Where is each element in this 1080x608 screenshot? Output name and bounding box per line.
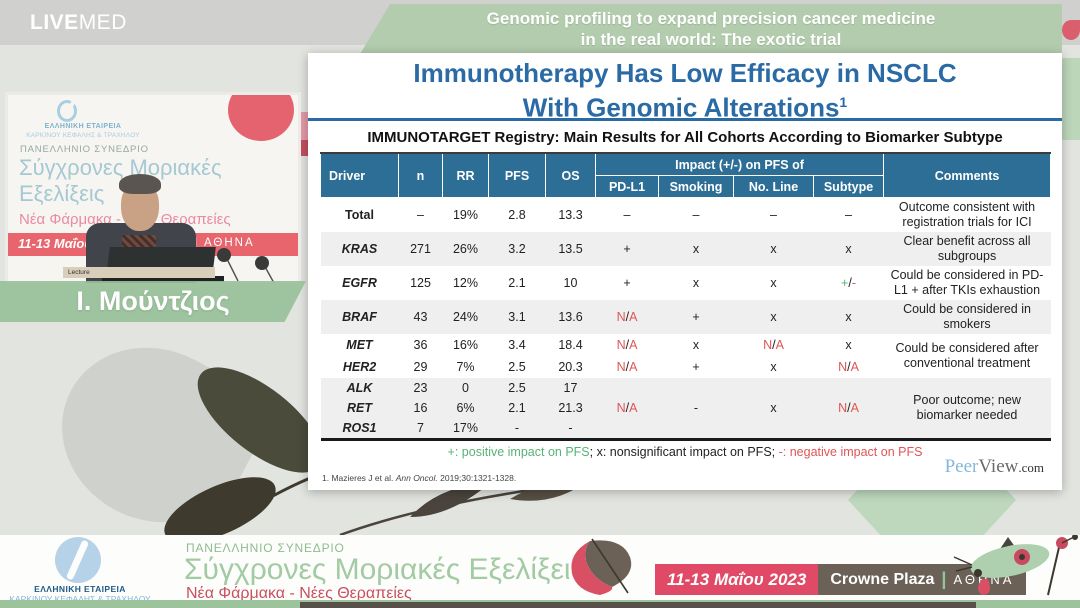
peerview-logo-peer: Peer (944, 456, 979, 477)
col-header-impact-group: Impact (+/-) on PFS of (594, 152, 885, 176)
conference-footer: ΕΛΛΗΝΙΚΗ ΕΤΑΙΡΕΙΑ ΚΑΡΚΙΝΟΥ ΚΕΦΑΛΗΣ & ΤΡΑ… (0, 535, 1080, 604)
col-header-smoking: Smoking (658, 175, 734, 198)
session-title-line2: in the real world: The exotic trial (580, 30, 842, 49)
table-row: EGFR 125 12% 2.1 10 + x x +/- Could be considered… (320, 266, 1051, 300)
footer-congress-label: ΠΑΝΕΛΛΗΝΙΟ ΣΥΝΕΔΡΙΟ (186, 541, 345, 555)
footer-org-name: ΕΛΛΗΝΙΚΗ ΕΤΑΙΡΕΙΑ (34, 584, 126, 594)
peerview-logo: PeerView.com (945, 456, 1044, 478)
speaker-name: Ι. Μούντζιος (76, 286, 230, 316)
footnote-prefix: 1. Mazieres J et al. (322, 473, 396, 483)
col-header-pdl1: PD-L1 (595, 175, 659, 198)
footer-date-badge: 11-13 Μαΐου 2023 (655, 564, 819, 595)
podium-sign-label: Lecture (68, 269, 90, 276)
backdrop-org-name: ΕΛΛΗΝΙΚΗ ΕΤΑΙΡΕΙΑ (44, 123, 122, 130)
livemed-logo-live: LIVE (30, 11, 79, 34)
footer-divider: | (941, 569, 947, 589)
society-logo (55, 537, 101, 583)
col-header-os: OS (545, 152, 596, 198)
podium-sign: Lecture (63, 267, 215, 278)
livemed-logo: LIVEMED (30, 11, 127, 35)
table-row: Total –19% 2.8 13.3– – – – Outcome consistent w… (320, 197, 1051, 232)
impact-legend: +: positive impact on PFS; x: nonsignifi… (308, 445, 1062, 459)
session-title-banner: Genomic profiling to expand precision ca… (360, 4, 1062, 54)
col-header-pfs: PFS (488, 152, 546, 198)
slide-title: Immunotherapy Has Low Efficacy in NSCLC … (308, 59, 1062, 123)
footnote-journal: Ann Oncol. (395, 473, 438, 483)
col-header-rr: RR (442, 152, 489, 198)
table-row: ALK 23 0 2.5 17 Poor outcome; new biomarker n… (320, 378, 1051, 440)
peerview-logo-view: View (978, 456, 1019, 477)
backdrop-congress-label: ΠΑΝΕΛΛΗΝΙΟ ΣΥΝΕΔΡΙΟ (20, 144, 149, 155)
backdrop-org-subname: ΚΑΡΚΙΝΟΥ ΚΕΦΑΛΗΣ & ΤΡΑΧΗΛΟΥ (26, 132, 140, 139)
table-row: KRAS 271 26% 3.2 13.5 + x x x Clear benefit acros… (320, 232, 1051, 266)
footer-date-venue-badges: 11-13 Μαΐου 2023 Crowne Plaza | ΑΘΗΝΑ (655, 564, 1027, 595)
backdrop-city: ΑΘΗΝΑ (204, 237, 255, 249)
col-header-driver: Driver (320, 152, 399, 198)
footer-congress-subtitle: Νέα Φάρμακα - Νέες Θεραπείες (186, 585, 412, 602)
footer-congress-title: Σύγχρονες Μοριακές Εξελίξεις (184, 553, 585, 586)
table-row: RET 16 6% 2.1 21.3 N/A - x N/A (320, 398, 1051, 418)
slide-title-superscript: 1 (839, 94, 848, 110)
legend-part: ; x: nonsignificant impact on PFS; (589, 445, 779, 459)
table-row: BRAF 43 24% 3.1 13.6 N/A + x x Could be considere… (320, 300, 1051, 334)
livemed-logo-med: MED (78, 11, 127, 34)
table-title: IMMUNOTARGET Registry: Main Results for … (367, 129, 1003, 146)
col-header-n: n (398, 152, 443, 198)
footer-venue: Crowne Plaza (830, 570, 935, 588)
berry-decoration (1062, 20, 1080, 40)
peerview-logo-com: .com (1018, 460, 1044, 475)
bottom-dark-strip (300, 602, 976, 608)
table-row: HER2 29 7% 2.5 20.3 N/A + x N/A (320, 356, 1051, 378)
col-header-comments: Comments (883, 152, 1052, 198)
slide-footnote: 1. Mazieres J et al. Ann Oncol. 2019;30:… (322, 473, 516, 483)
session-title-line1: Genomic profiling to expand precision ca… (486, 9, 936, 28)
footer-org-subname: ΚΑΡΚΙΝΟΥ ΚΕΦΑΛΗΣ & ΤΡΑΧΗΛΟΥ (9, 594, 151, 604)
backdrop-congress-title-line2: Εξελίξεις (19, 181, 105, 206)
slide-title-line1: Immunotherapy Has Low Efficacy in NSCLC (413, 58, 957, 88)
results-table: Driver n RR PFS OS Impact (+/-) on PFS o… (320, 152, 1052, 441)
legend-part: -: negative impact on PFS (778, 445, 923, 459)
table-row: MET 36 16% 3.4 18.4 N/A x N/A x Could be consider… (320, 334, 1051, 378)
footnote-suffix: 2019;30:1321-1328. (437, 473, 517, 483)
table-subheader-row: PD-L1 Smoking No. Line Subtype (321, 175, 1051, 198)
speaker-video-stream[interactable]: ΕΛΛΗΝΙΚΗ ΕΤΑΙΡΕΙΑ ΚΑΡΚΙΝΟΥ ΚΕΦΑΛΗΣ & ΤΡΑ… (5, 92, 301, 286)
microphones (217, 248, 275, 283)
results-table-body: Total –19% 2.8 13.3– – – – Outcome consistent w… (320, 197, 1051, 440)
title-divider-rule (308, 118, 1062, 121)
table-row: ROS1 7 17% - - (320, 418, 1051, 440)
slide-title-line2: With Genomic Alterations (522, 92, 840, 123)
speaker-name-band: Ι. Μούντζιος (0, 281, 306, 322)
backdrop-congress-title-line1: Σύγχρονες Μοριακές (19, 155, 222, 180)
legend-part: +: positive impact on PFS (447, 445, 590, 459)
backdrop-circle-decoration (228, 95, 294, 141)
table-header-row: Driver n RR PFS OS Impact (+/-) on PFS o… (320, 152, 1052, 198)
society-ribbon-icon (57, 100, 77, 122)
col-header-subtype: Subtype (812, 175, 885, 198)
presentation-slide: Immunotherapy Has Low Efficacy in NSCLC … (308, 53, 1062, 490)
bird-illustration (953, 535, 1078, 596)
col-header-noline: No. Line (733, 175, 814, 198)
leaf-logo (571, 538, 632, 595)
laptop-base (102, 276, 224, 282)
speaker-hair (119, 174, 161, 194)
